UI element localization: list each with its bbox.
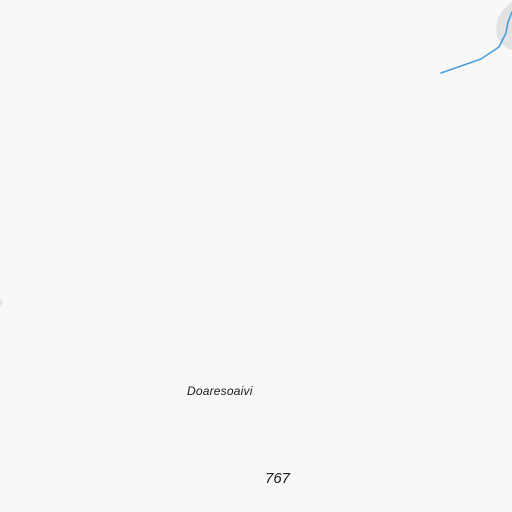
stream-line — [440, 11, 512, 74]
elevation-label: 767 — [265, 470, 291, 487]
edge-feature-mark — [0, 298, 3, 308]
lake-shore-shadow — [496, 2, 512, 50]
place-name-label: Doaresoaivi — [187, 384, 253, 398]
